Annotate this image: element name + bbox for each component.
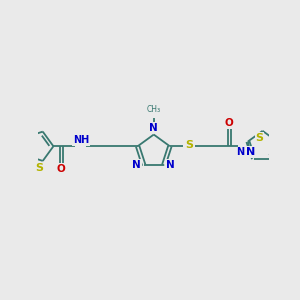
Text: O: O <box>225 118 233 128</box>
Text: NH: NH <box>73 135 89 145</box>
Text: S: S <box>185 140 193 151</box>
Text: N: N <box>166 160 175 170</box>
Text: N: N <box>246 147 255 157</box>
Text: O: O <box>57 164 65 174</box>
Text: N: N <box>149 123 158 133</box>
Text: S: S <box>256 133 263 143</box>
Text: S: S <box>36 163 44 173</box>
Text: NH: NH <box>236 147 252 158</box>
Text: N: N <box>133 160 141 170</box>
Text: CH₃: CH₃ <box>147 105 161 114</box>
